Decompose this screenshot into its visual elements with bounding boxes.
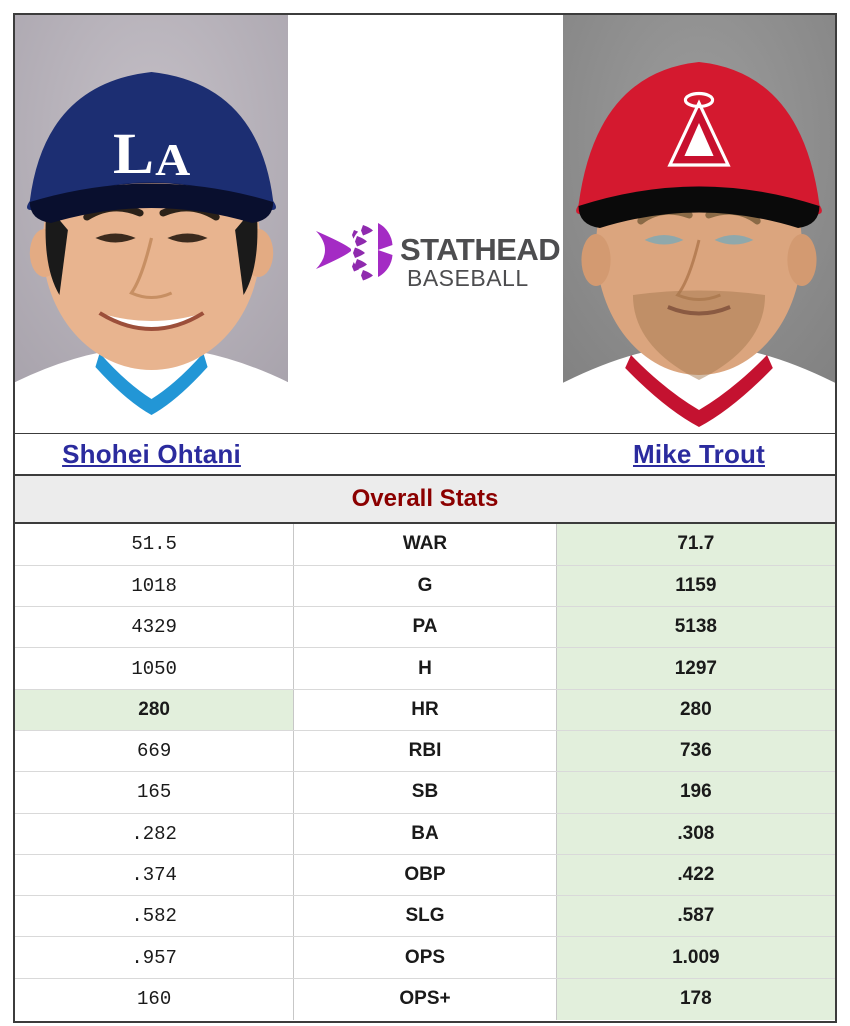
svg-text:BASEBALL: BASEBALL (407, 265, 529, 291)
svg-text:STATHEAD: STATHEAD (400, 232, 560, 267)
svg-text:A: A (155, 135, 190, 186)
svg-text:L: L (113, 122, 154, 186)
